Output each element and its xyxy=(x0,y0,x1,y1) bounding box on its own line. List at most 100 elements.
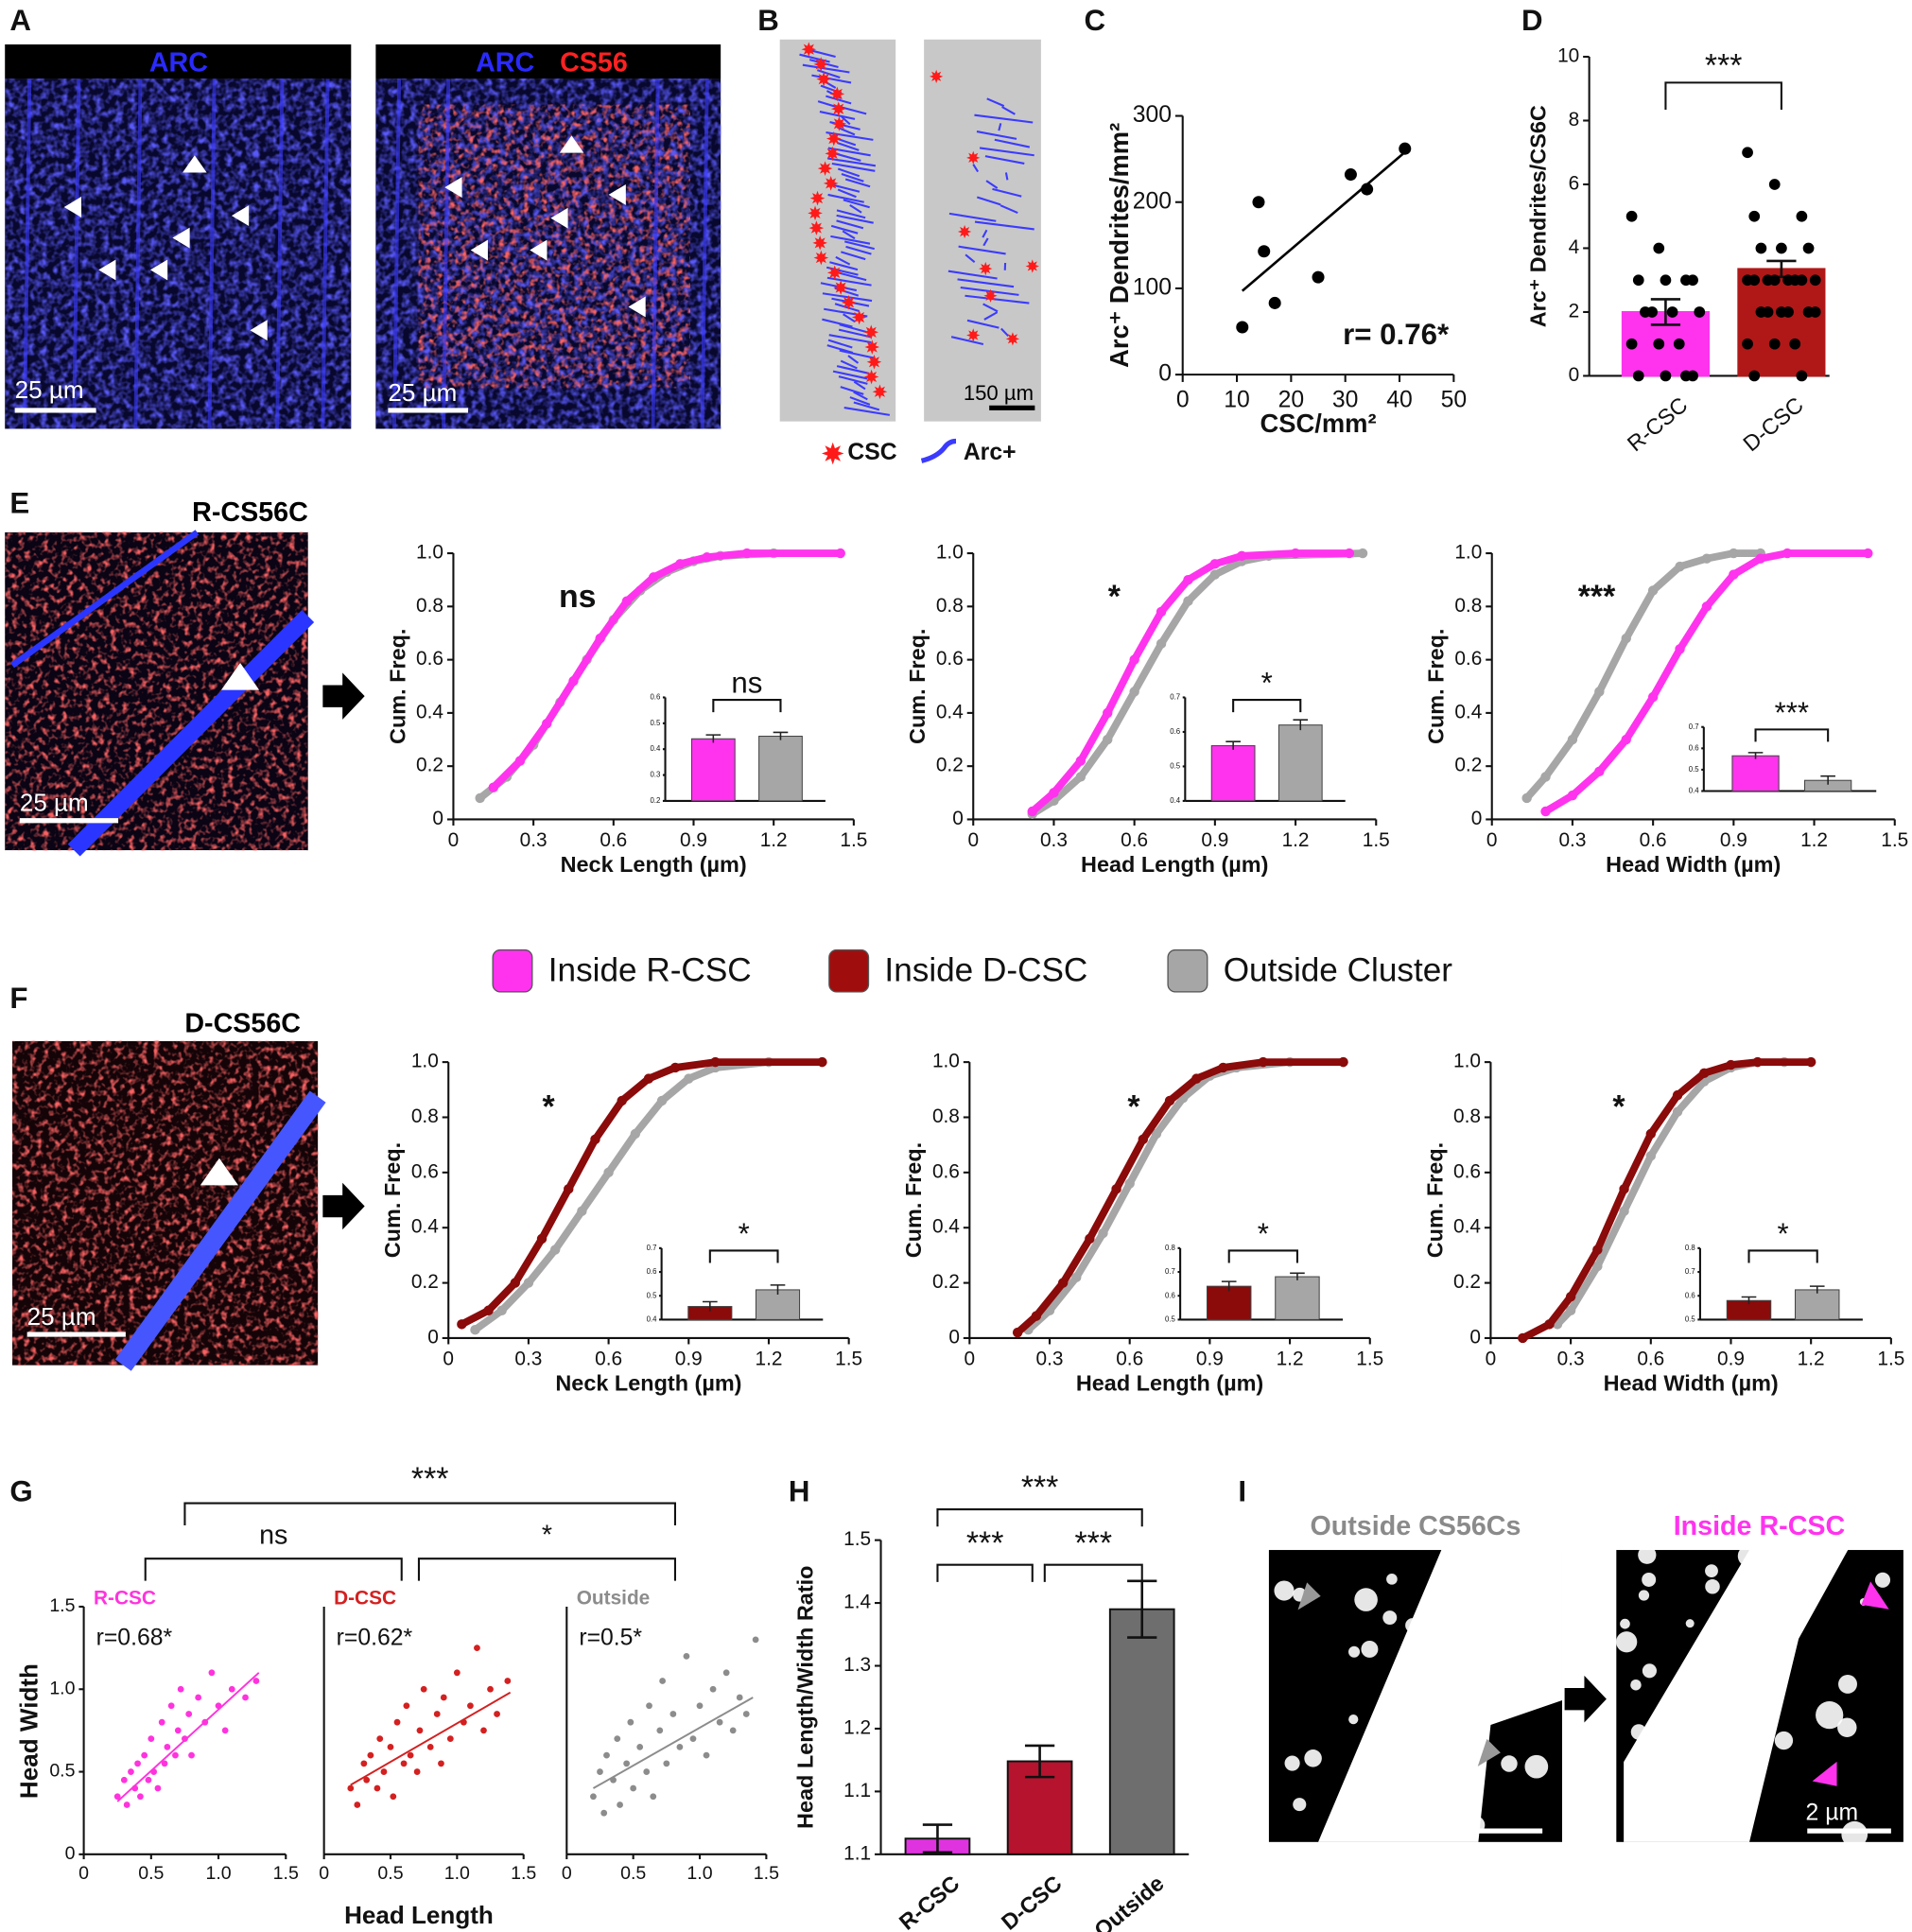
x-tick-label: 0.6 xyxy=(1116,1349,1143,1370)
cum-point xyxy=(1071,1272,1082,1282)
y-tick-label: 0.2 xyxy=(411,1271,439,1293)
arc-dendrite xyxy=(853,391,868,401)
point xyxy=(113,1793,121,1801)
point xyxy=(722,1669,730,1677)
point xyxy=(689,1735,697,1743)
x-tick-label: D-CSC xyxy=(1738,392,1808,457)
point xyxy=(128,1768,134,1775)
inset-y-tick-label: 0.5 xyxy=(1685,1314,1696,1323)
bar xyxy=(1108,1608,1175,1855)
x-tick-label: 1.0 xyxy=(687,1863,712,1884)
data-point xyxy=(1694,306,1706,318)
arrowhead xyxy=(250,320,268,341)
spine xyxy=(1705,1564,1718,1578)
x-tick-label: 0.5 xyxy=(620,1863,646,1884)
cum-point xyxy=(669,1062,681,1073)
data-point xyxy=(1768,338,1781,350)
micrograph-texture xyxy=(5,78,352,429)
point xyxy=(185,1711,193,1717)
spine-arrow xyxy=(1812,1761,1837,1786)
y-tick-label: 0.4 xyxy=(932,1216,960,1238)
spine xyxy=(1284,1755,1300,1771)
y-tick-label: 0.4 xyxy=(936,701,964,722)
cum-point xyxy=(1540,772,1551,782)
arc-dendrite xyxy=(843,313,856,322)
arc-dendrite xyxy=(828,334,872,344)
point xyxy=(650,1793,657,1801)
arc-dendrite xyxy=(853,401,880,411)
x-tick-label: 1.5 xyxy=(1356,1349,1383,1370)
cum-point xyxy=(1098,1227,1108,1239)
cum-point xyxy=(457,1319,467,1330)
y-tick-label: 0.8 xyxy=(1453,1105,1481,1127)
y-tick-label: 1.5 xyxy=(843,1528,871,1550)
arrowhead xyxy=(63,197,81,218)
inset-error-bar xyxy=(1741,1296,1757,1305)
x-tick-label: 1.5 xyxy=(1881,829,1908,851)
inset-bar xyxy=(758,736,803,802)
cum-point xyxy=(621,596,633,606)
point xyxy=(393,1718,401,1726)
cum-point xyxy=(817,1056,827,1068)
arc-dendrite xyxy=(827,157,877,167)
arc-dendrite xyxy=(839,323,867,334)
cum-point xyxy=(1675,644,1685,654)
inset-y-tick-label: 0.6 xyxy=(647,1267,657,1276)
x-tick-label: 1.5 xyxy=(835,1349,862,1370)
y-tick-label: 1.0 xyxy=(49,1678,75,1698)
spine xyxy=(1649,1734,1673,1758)
point xyxy=(164,1743,171,1750)
arc-dendrite xyxy=(842,230,856,240)
legend-swatch xyxy=(492,949,533,993)
csc-star xyxy=(851,309,867,325)
arc-dendrite xyxy=(802,63,850,74)
x-tick-label: 0 xyxy=(965,1349,976,1370)
x-tick-label: 1.2 xyxy=(1282,829,1310,851)
spine xyxy=(1630,1679,1642,1691)
map-legend-label: Arc+ xyxy=(964,440,1017,465)
point xyxy=(390,1793,397,1801)
point xyxy=(367,1751,374,1759)
spine xyxy=(1361,1640,1379,1658)
y-tick-label: 0 xyxy=(432,808,443,829)
arc-dendrite xyxy=(841,251,866,261)
x-tick-label: 0.9 xyxy=(680,829,707,851)
arc-dendrite xyxy=(843,240,875,251)
y-tick-label: 0.4 xyxy=(411,1216,439,1238)
point xyxy=(696,1702,704,1710)
panel-letter: H xyxy=(789,1474,810,1507)
spine-arrow xyxy=(1861,1581,1889,1610)
y-tick-label: 300 xyxy=(1133,102,1172,128)
dendrite-streak xyxy=(275,78,285,429)
spine xyxy=(1416,1644,1424,1652)
point xyxy=(141,1751,148,1759)
inset-error-bar xyxy=(1225,740,1241,750)
point xyxy=(669,1711,677,1717)
y-tick-label: 0.4 xyxy=(1453,1216,1481,1238)
cum-point xyxy=(1012,1327,1023,1338)
arc-dendrite xyxy=(841,172,864,183)
inset-error-bar xyxy=(773,731,789,740)
cum-point xyxy=(741,548,753,559)
x-tick-label: 1.5 xyxy=(273,1863,299,1884)
point xyxy=(659,1678,666,1684)
arc-dendrite xyxy=(958,245,1006,255)
y-tick-label: 0.6 xyxy=(416,648,443,670)
cum-point xyxy=(1191,1073,1202,1084)
inset-bar xyxy=(1794,1289,1840,1320)
cluster-texture xyxy=(418,104,690,389)
y-tick-label: 0 xyxy=(1469,1326,1481,1348)
arc-dendrite xyxy=(837,188,857,199)
point xyxy=(716,1718,723,1726)
data-point xyxy=(1666,306,1678,318)
image-label: ARC xyxy=(476,47,534,78)
x-tick-label: 1.5 xyxy=(754,1863,779,1884)
arc-dendrite xyxy=(845,245,872,255)
arc-dendrite xyxy=(836,214,874,224)
spine xyxy=(1524,1754,1549,1779)
point xyxy=(174,1727,182,1734)
cum-point xyxy=(577,1206,587,1216)
x-tick-label: 1.2 xyxy=(760,829,788,851)
data-point xyxy=(1809,306,1821,318)
